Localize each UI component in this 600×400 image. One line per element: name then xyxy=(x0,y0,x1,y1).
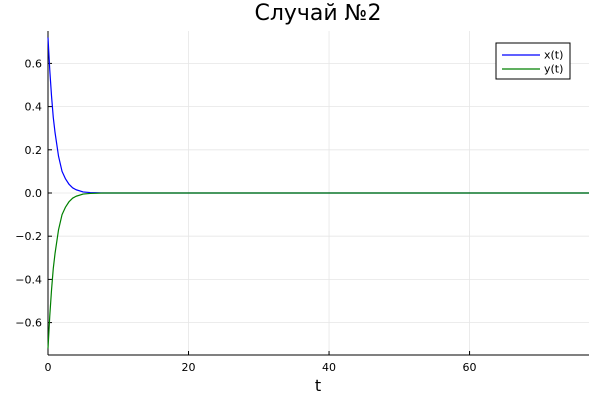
chart-title: Случай №2 xyxy=(254,1,381,26)
y-tick-label: −0.2 xyxy=(15,230,42,243)
y-tick-label: 0.0 xyxy=(25,187,43,200)
legend: x(t) y(t) xyxy=(495,42,571,80)
y-tick-label: −0.4 xyxy=(15,273,42,286)
y-tick-label: −0.6 xyxy=(15,317,42,330)
legend-label-x: x(t) xyxy=(544,49,563,62)
x-tick-label: 40 xyxy=(322,361,336,374)
y-tick-label: 0.6 xyxy=(25,57,43,70)
y-tick-label: 0.4 xyxy=(25,101,43,114)
tick-labels: 0 20 40 60 0.6 0.4 0.2 0.0 −0.2 −0.4 −0.6 xyxy=(15,57,476,374)
legend-box xyxy=(495,42,571,80)
x-axis-label: t xyxy=(315,376,321,395)
axes xyxy=(47,31,589,356)
legend-label-y: y(t) xyxy=(544,63,563,76)
series-line-y xyxy=(47,192,589,349)
x-tick-label: 60 xyxy=(463,361,477,374)
series-lines xyxy=(47,37,589,349)
x-tick-label: 20 xyxy=(182,361,196,374)
x-tick-label: 0 xyxy=(45,361,52,374)
y-tick-label: 0.2 xyxy=(25,144,43,157)
